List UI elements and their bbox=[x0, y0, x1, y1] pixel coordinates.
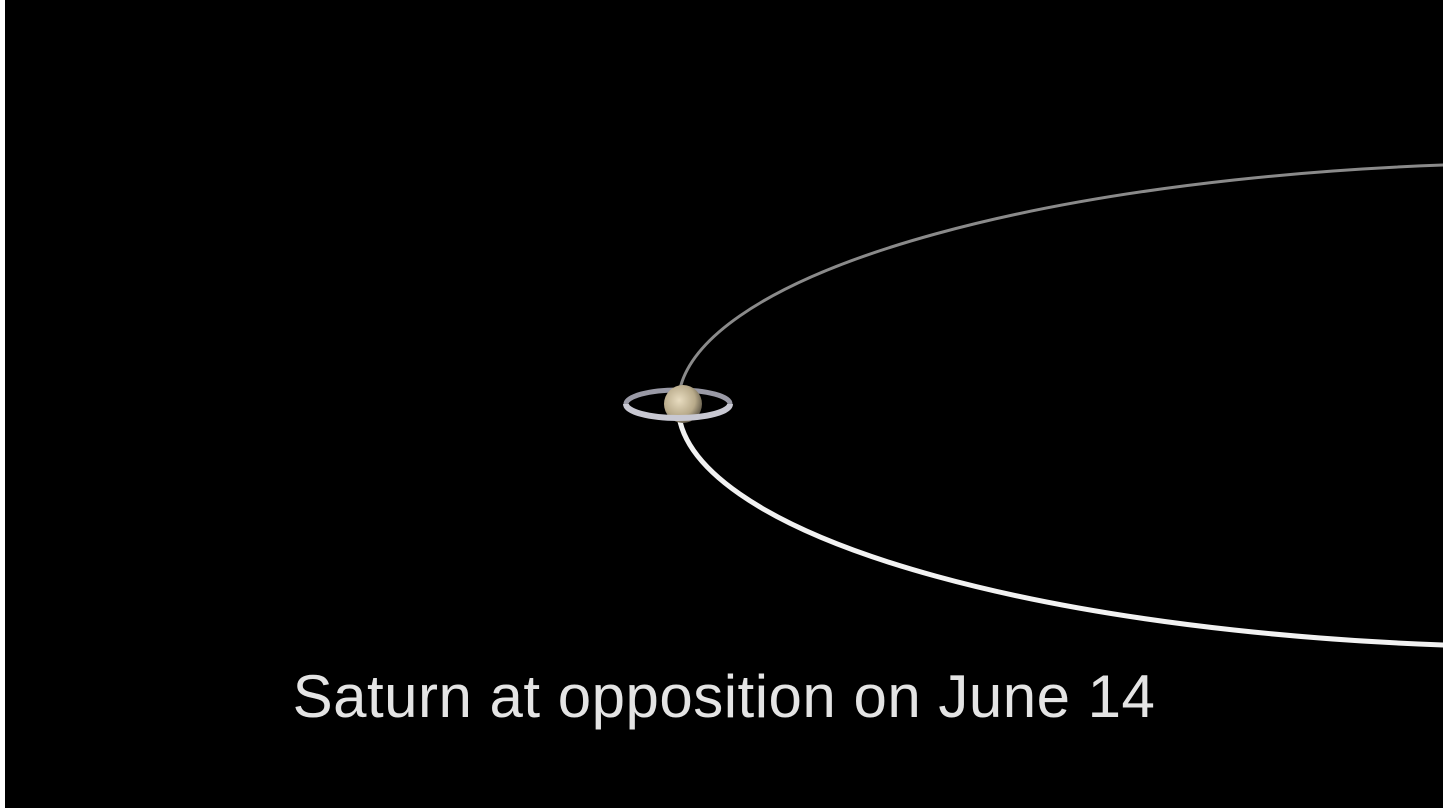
page: Saturn at opposition on June 14 (() => {… bbox=[0, 0, 1455, 810]
saturn bbox=[626, 385, 730, 423]
orbit-near bbox=[678, 405, 1443, 647]
caption: Saturn at opposition on June 14 bbox=[5, 662, 1443, 731]
video-frame: Saturn at opposition on June 14 bbox=[5, 0, 1443, 808]
orbit-far bbox=[678, 163, 1443, 405]
